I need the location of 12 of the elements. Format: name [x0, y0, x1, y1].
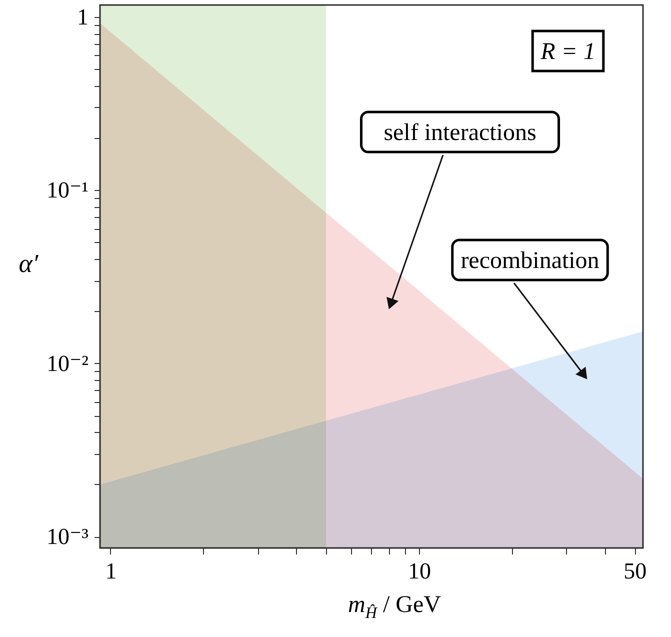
annotation: recombination	[460, 248, 600, 274]
y-tick-label: 1	[77, 4, 88, 30]
x-tick-label: 10	[408, 558, 432, 584]
annotation: self interactions	[384, 120, 536, 146]
y-tick-label: 10⁻¹	[46, 178, 89, 203]
x-axis-title: m$_{Ĥ}$ / GeV	[347, 592, 442, 623]
y-axis-title: α′	[18, 249, 38, 278]
x-tick-label: 50	[624, 558, 647, 584]
annotation: R = 1	[540, 39, 596, 65]
y-tick-label: 10⁻³	[46, 524, 89, 550]
y-tick-label: 10⁻²	[46, 350, 89, 376]
x-tick-label: 1	[105, 558, 117, 584]
